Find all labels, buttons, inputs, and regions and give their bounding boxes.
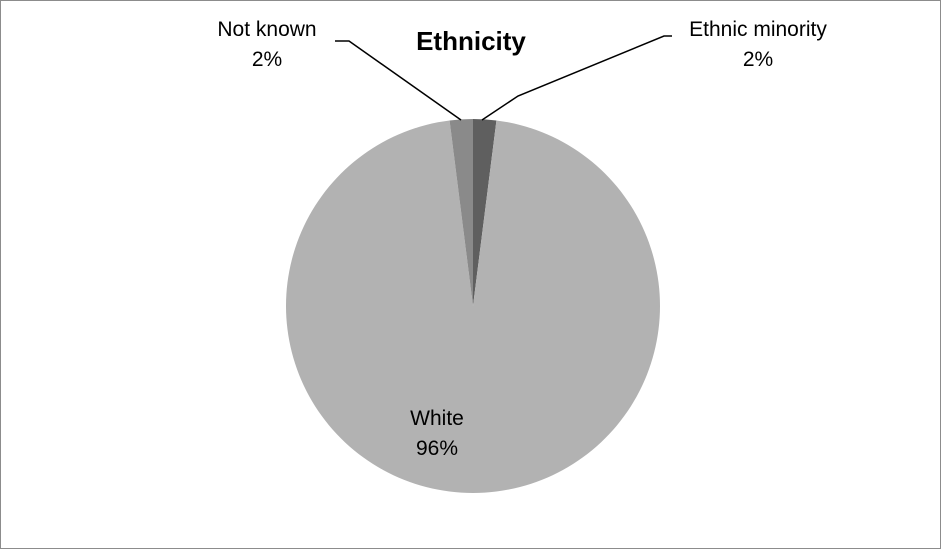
chart-title: Ethnicity xyxy=(416,26,526,56)
pie-slice-not-known xyxy=(449,118,473,306)
leader-line-not-known xyxy=(335,40,462,121)
pie-slice-ethnic-minority xyxy=(473,118,497,306)
leader-line-ethnic-minority xyxy=(481,35,672,121)
slice-value-white: 96% xyxy=(416,437,458,460)
leader-lines xyxy=(335,35,672,121)
data-labels: Ethnic minority 2% White 96% Not known 2% xyxy=(217,18,827,460)
pie-slices xyxy=(286,118,661,493)
slice-label-not-known: Not known xyxy=(217,18,316,41)
slice-label-ethnic-minority: Ethnic minority xyxy=(689,18,827,41)
slice-label-white: White xyxy=(410,407,464,430)
pie-slice-white xyxy=(286,120,661,493)
slice-value-not-known: 2% xyxy=(252,48,282,71)
slice-value-ethnic-minority: 2% xyxy=(743,48,773,71)
